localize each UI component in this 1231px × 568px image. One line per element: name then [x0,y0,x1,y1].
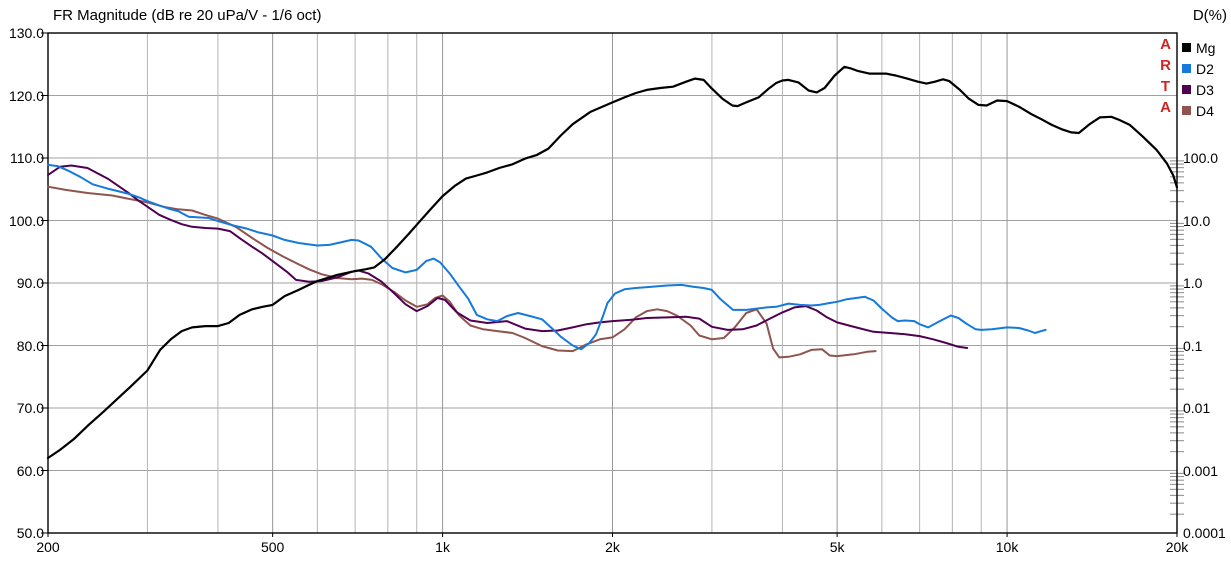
x-axis-tick-label: 20k [1165,539,1189,555]
left-axis-tick-label: 100.0 [8,212,44,229]
left-axis-tick-label: 120.0 [8,87,44,104]
curve-Mg [46,65,1179,460]
legend-item-Mg: Mg [1182,37,1215,58]
right-axis-tick-label: 0.0001 [1183,525,1226,541]
legend-item-D2: D2 [1182,58,1215,79]
curve-D3 [47,164,969,349]
watermark-letter: T [1160,78,1171,95]
x-axis-tick-label: 200 [36,539,60,555]
legend-label: D4 [1196,102,1214,119]
right-axis-tick-label: 0.001 [1183,462,1219,479]
legend: Mg D2 D3 D4 [1182,37,1215,121]
left-axis-tick-label: 80.0 [16,337,44,354]
left-axis-tick-label: 90.0 [16,275,44,291]
left-axis-tick-label: 110.0 [10,150,44,166]
right-axis-title: D(%) [1192,7,1227,24]
legend-swatch-icon [1182,43,1191,52]
legend-item-D4: D4 [1182,100,1215,121]
left-axis-tick-label: 130.0 [8,25,44,41]
x-axis-tick-label: 10k [995,539,1019,555]
legend-swatch-icon [1182,85,1191,94]
x-axis-tick-label: 1k [435,539,450,555]
legend-label: D3 [1196,81,1214,98]
left-axis-tick-label: 70.0 [16,400,44,416]
curve-D2 [47,163,1047,351]
legend-swatch-icon [1182,106,1191,115]
legend-swatch-icon [1182,64,1191,73]
x-axis-tick-label: 500 [260,539,285,555]
legend-label: D2 [1196,60,1214,77]
legend-label: Mg [1196,39,1216,56]
right-axis-tick-label: 10.0 [1183,212,1211,229]
right-axis-tick-label: 100.0 [1183,150,1219,166]
chart-title: FR Magnitude (dB re 20 uPa/V - 1/6 oct) [53,7,322,24]
right-axis-tick-label: 0.1 [1183,337,1203,354]
left-axis-tick-label: 60.0 [16,462,44,479]
x-axis-tick-label: 5k [829,539,845,555]
left-axis-tick-label: 50.0 [16,525,44,541]
legend-item-D3: D3 [1182,79,1215,100]
watermark-letter: A [1160,36,1171,53]
watermark-letter: R [1160,57,1171,74]
curve-D4 [47,185,877,359]
watermark-letter: A [1160,99,1171,116]
right-axis-tick-label: 1.0 [1183,275,1203,291]
right-axis-tick-label: 0.01 [1183,400,1211,416]
x-axis-tick-label: 2k [605,539,620,555]
